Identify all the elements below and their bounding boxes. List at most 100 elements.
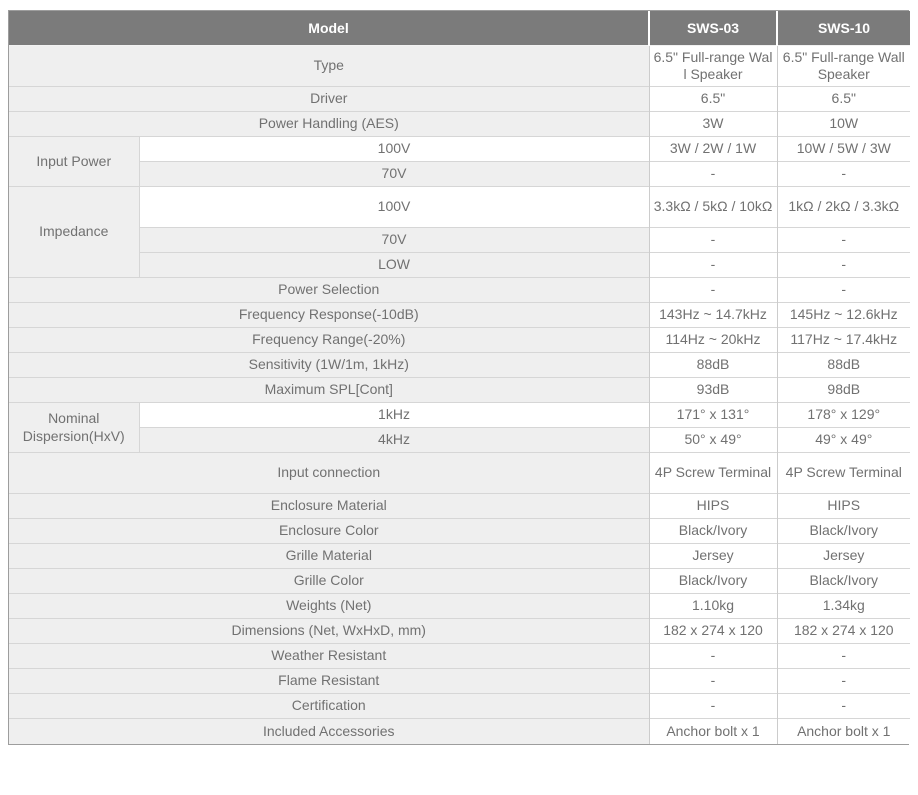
row-label-cell: Flame Resistant [9, 668, 650, 694]
value-cell-sws03: 171° x 131° [648, 402, 778, 428]
row-label-cell: Input connection [9, 452, 650, 494]
value-cell-sws10: - [776, 227, 911, 253]
table-row: Grille Material Jersey Jersey [9, 543, 911, 569]
group-label-cell: Nominal Dispersion(HxV) [9, 402, 139, 453]
value-cell-sws10: Black/Ivory [776, 518, 911, 544]
row-label-cell: Enclosure Color [9, 518, 650, 544]
value-cell-sws03: 6.5" [648, 86, 778, 112]
sub-label-cell: 70V [138, 161, 650, 187]
value-cell-sws10: 6.5" Full-range Wall Speaker [776, 45, 911, 87]
value-cell-sws10: HIPS [776, 493, 911, 519]
value-cell-sws10: 49° x 49° [776, 427, 911, 453]
table-row: Driver 6.5" 6.5" [9, 86, 911, 112]
value-cell-sws10: - [776, 643, 911, 669]
table-row: Dimensions (Net, WxHxD, mm) 182 x 274 x 1… [9, 618, 911, 644]
value-cell-sws10: - [776, 693, 911, 719]
value-cell-sws03: HIPS [648, 493, 778, 519]
table-row: 70V - - [9, 161, 911, 187]
row-label-cell: Included Accessories [9, 718, 650, 744]
table-row: Power Selection - - [9, 277, 911, 303]
value-cell-sws10: 98dB [776, 377, 911, 403]
value-cell-sws10: 178° x 129° [776, 402, 911, 428]
sub-label-cell: 4kHz [138, 427, 650, 453]
value-cell-sws03: - [648, 161, 778, 187]
table-row: Impedance 100V 3.3kΩ / 5kΩ / 10kΩ 1kΩ / 2kΩ… [9, 186, 911, 278]
row-label-cell: Grille Material [9, 543, 650, 569]
table-row: Included Accessories Anchor bolt x 1 Ancho… [9, 718, 911, 744]
table-row: Certification - - [9, 693, 911, 719]
table-row: 70V - - [9, 227, 911, 253]
value-cell-sws03: 4P Screw Terminal [648, 452, 778, 494]
table-row: Input Power 100V 3W / 2W / 1W 10W / 5W / 3W [9, 136, 911, 187]
value-cell-sws03: - [648, 227, 778, 253]
header-sws-10: SWS-10 [776, 11, 911, 46]
row-label-cell: Driver [9, 86, 650, 112]
group-label-cell: Impedance [9, 186, 139, 278]
value-cell-sws03: - [648, 643, 778, 669]
sub-label-cell: 100V [138, 136, 650, 162]
table-row: Nominal Dispersion(HxV) 1kHz 171° x 131° 17… [9, 402, 911, 453]
value-cell-sws10: - [776, 252, 911, 278]
value-cell-sws03: 3.3kΩ / 5kΩ / 10kΩ [648, 186, 778, 228]
row-label-cell: Weather Resistant [9, 643, 650, 669]
value-cell-sws03: Black/Ivory [648, 518, 778, 544]
row-label-cell: Power Handling (AES) [9, 111, 650, 137]
row-label-cell: Type [9, 45, 650, 87]
header-model: Model [9, 11, 650, 46]
value-cell-sws03: 88dB [648, 352, 778, 378]
spec-table: Model SWS-03 SWS-10 Type 6.5" Full-range … [9, 11, 911, 744]
table-row: Weather Resistant - - [9, 643, 911, 669]
value-cell-sws03: Jersey [648, 543, 778, 569]
value-cell-sws10: Jersey [776, 543, 911, 569]
table-row: Type 6.5" Full-range Wall Speaker 6.5" Ful… [9, 45, 911, 87]
header-row: Model SWS-03 SWS-10 [9, 11, 911, 46]
value-cell-sws10: 1.34kg [776, 593, 911, 619]
value-cell-sws03: 114Hz ~ 20kHz [648, 327, 778, 353]
row-label-cell: Dimensions (Net, WxHxD, mm) [9, 618, 650, 644]
value-cell-sws03: 182 x 274 x 120 [648, 618, 778, 644]
value-cell-sws10: Anchor bolt x 1 [776, 718, 911, 744]
table-row: Frequency Range(-20%) 114Hz ~ 20kHz 117Hz … [9, 327, 911, 353]
value-cell-sws10: 117Hz ~ 17.4kHz [776, 327, 911, 353]
sub-label-cell: 70V [138, 227, 650, 253]
table-row: Enclosure Material HIPS HIPS [9, 493, 911, 519]
value-cell-sws10: 88dB [776, 352, 911, 378]
table-row: Input connection 4P Screw Terminal 4P Scre… [9, 452, 911, 494]
row-label-cell: Maximum SPL[Cont] [9, 377, 650, 403]
value-cell-sws03: 143Hz ~ 14.7kHz [648, 302, 778, 328]
row-label-cell: Grille Color [9, 568, 650, 594]
value-cell-sws10: - [776, 161, 911, 187]
value-cell-sws10: - [776, 277, 911, 303]
value-cell-sws03: 1.10kg [648, 593, 778, 619]
value-cell-sws10: 1kΩ / 2kΩ / 3.3kΩ [776, 186, 911, 228]
value-cell-sws10: 4P Screw Terminal [776, 452, 911, 494]
table-row: LOW - - [9, 252, 911, 278]
table-row: Weights (Net) 1.10kg 1.34kg [9, 593, 911, 619]
value-cell-sws03: Anchor bolt x 1 [648, 718, 778, 744]
row-label-cell: Frequency Range(-20%) [9, 327, 650, 353]
row-label-cell: Enclosure Material [9, 493, 650, 519]
table-row: Flame Resistant - - [9, 668, 911, 694]
value-cell-sws03: - [648, 252, 778, 278]
spec-table-body: Type 6.5" Full-range Wall Speaker 6.5" Ful… [9, 45, 911, 744]
value-cell-sws03: 93dB [648, 377, 778, 403]
value-cell-sws10: - [776, 668, 911, 694]
sub-label-cell: 1kHz [138, 402, 650, 428]
row-label-cell: Certification [9, 693, 650, 719]
table-row: Maximum SPL[Cont] 93dB 98dB [9, 377, 911, 403]
table-row: 4kHz 50° x 49° 49° x 49° [9, 427, 911, 453]
value-cell-sws03: Black/Ivory [648, 568, 778, 594]
group-label-cell: Input Power [9, 136, 139, 187]
value-cell-sws10: Black/Ivory [776, 568, 911, 594]
value-cell-sws03: - [648, 668, 778, 694]
sub-label-cell: 100V [138, 186, 650, 228]
table-row: Grille Color Black/Ivory Black/Ivory [9, 568, 911, 594]
value-cell-sws10: 145Hz ~ 12.6kHz [776, 302, 911, 328]
value-cell-sws03: 3W / 2W / 1W [648, 136, 778, 162]
row-label-cell: Sensitivity (1W/1m, 1kHz) [9, 352, 650, 378]
spec-table-header: Model SWS-03 SWS-10 [9, 11, 911, 46]
value-cell-sws03: 6.5" Full-range Wall Speaker [648, 45, 778, 87]
value-cell-sws10: 10W / 5W / 3W [776, 136, 911, 162]
table-row: Sensitivity (1W/1m, 1kHz) 88dB 88dB [9, 352, 911, 378]
